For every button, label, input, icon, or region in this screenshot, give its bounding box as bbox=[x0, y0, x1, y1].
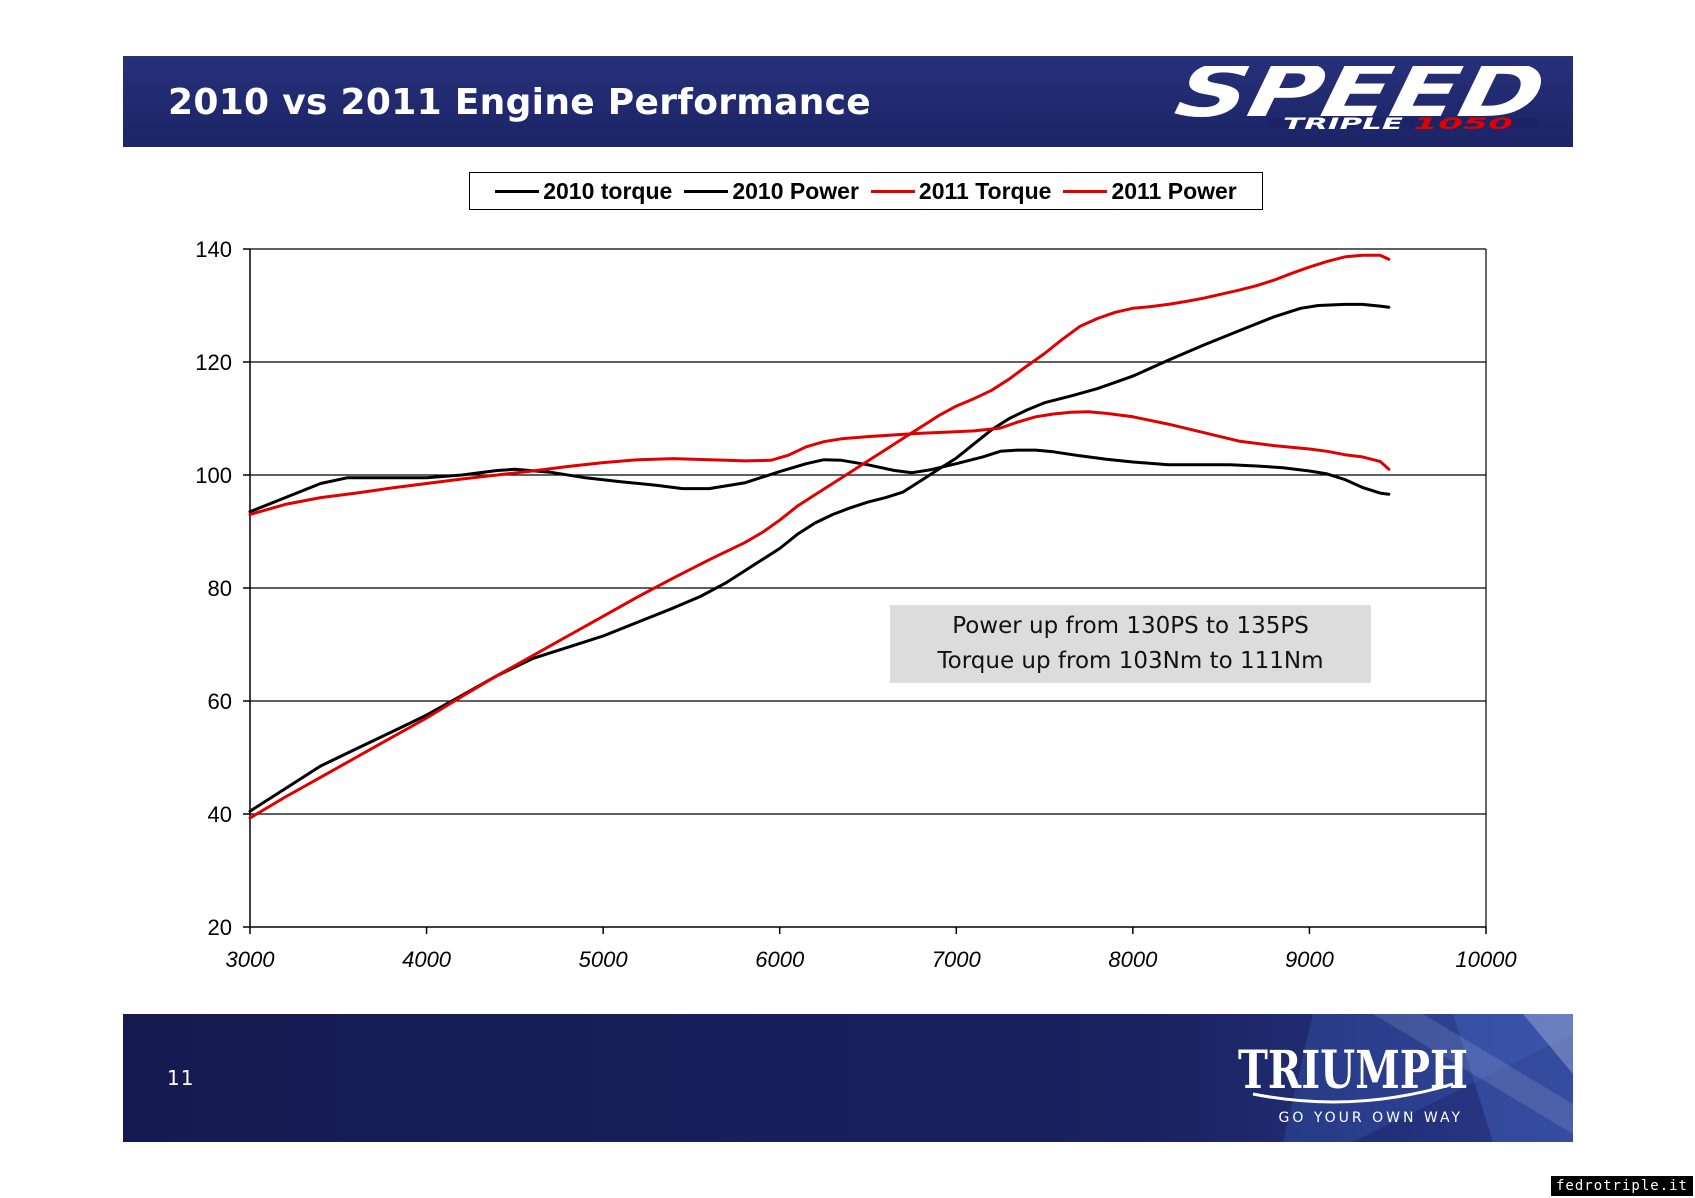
y-tick-label: 20 bbox=[208, 915, 232, 940]
legend-swatch-icon bbox=[495, 189, 540, 193]
annotation-power: Power up from 130PS to 135PS bbox=[952, 613, 1309, 639]
legend-label: 2010 Power bbox=[732, 177, 859, 204]
y-tick-label: 40 bbox=[208, 802, 232, 827]
page-number: 11 bbox=[167, 1066, 195, 1090]
series-layer bbox=[248, 253, 1391, 820]
x-tick-label: 10000 bbox=[1455, 947, 1517, 972]
annotation-torque: Torque up from 103Nm to 111Nm bbox=[937, 648, 1324, 674]
y-tick-label: 80 bbox=[208, 576, 232, 601]
label-layer: 20 40 60 80 100 120 140 3000 4000 5000 6000 7000 800… bbox=[195, 237, 1517, 972]
legend-swatch-icon bbox=[870, 189, 915, 193]
x-tick-label: 4000 bbox=[402, 947, 452, 972]
triumph-wordmark: TRIUMPH bbox=[1238, 1040, 1468, 1101]
series-line-2011-power bbox=[248, 253, 1391, 820]
legend-item-2011-torque: 2011 Torque bbox=[870, 177, 1052, 205]
legend-item-2010-power: 2010 Power bbox=[684, 178, 859, 205]
y-tick-label: 120 bbox=[195, 350, 232, 375]
slide-title: 2010 vs 2011 Engine Performance bbox=[168, 82, 871, 123]
triumph-logo: TRIUMPH GO YOUR OWN WAY bbox=[1238, 1040, 1468, 1126]
x-tick-label: 5000 bbox=[579, 947, 629, 972]
union-flag-graphic bbox=[1283, 1014, 1573, 1142]
y-tick-label: 60 bbox=[208, 689, 232, 714]
x-tick-label: 7000 bbox=[932, 947, 982, 972]
legend-swatch-icon bbox=[684, 189, 729, 193]
triumph-tagline: GO YOUR OWN WAY bbox=[1279, 1110, 1463, 1126]
x-tick-label: 6000 bbox=[755, 947, 805, 972]
legend-label: 2011 Torque bbox=[918, 177, 1052, 204]
annotation-box: Power up from 130PS to 135PS Torque up f… bbox=[890, 605, 1371, 683]
header-banner: 2010 vs 2011 Engine Performance SPEED TR… bbox=[123, 56, 1573, 147]
x-tick-label: 9000 bbox=[1285, 947, 1335, 972]
series-line-2011-torque bbox=[248, 410, 1391, 516]
y-tick-label: 140 bbox=[195, 237, 232, 262]
series-line-2010-power bbox=[248, 302, 1391, 813]
grid-layer bbox=[250, 248, 1486, 815]
chart-legend: 2010 torque 2010 Power 2011 Torque 2011 … bbox=[469, 172, 1263, 210]
svg-text:1050: 1050 bbox=[1413, 114, 1513, 132]
legend-swatch-icon bbox=[1063, 189, 1108, 193]
x-tick-label: 8000 bbox=[1108, 947, 1158, 972]
watermark: fedrotriple.it bbox=[1550, 1176, 1693, 1196]
legend-label: 2010 torque bbox=[543, 177, 673, 204]
legend-label: 2011 Power bbox=[1111, 177, 1237, 204]
svg-text:TRIPLE: TRIPLE bbox=[1283, 114, 1403, 132]
axis-layer bbox=[243, 248, 1487, 934]
series-line-2010-torque bbox=[248, 448, 1391, 514]
legend-item-2010-torque: 2010 torque bbox=[495, 178, 672, 205]
x-tick-label: 3000 bbox=[226, 947, 276, 972]
y-tick-label: 100 bbox=[195, 463, 232, 488]
legend-item-2011-power: 2011 Power bbox=[1063, 177, 1237, 205]
speed-triple-logo: SPEED TRIPLE 1050 bbox=[1173, 66, 1552, 132]
footer-banner: 11 TRIUMPH GO YOUR OWN WAY bbox=[123, 1014, 1573, 1142]
